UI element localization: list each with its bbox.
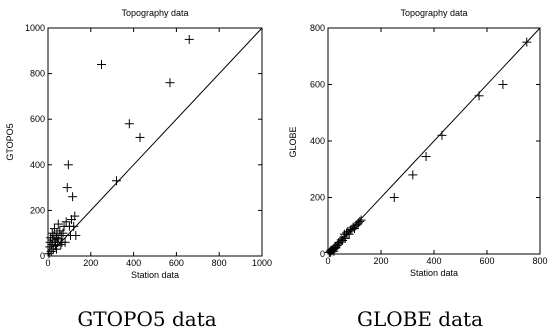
y-tick-label: 600 [30, 114, 45, 124]
data-point [71, 230, 81, 240]
y-tick-label: 1000 [25, 23, 45, 33]
data-point [522, 37, 532, 47]
x-tick-label: 600 [169, 258, 184, 268]
y-tick-label: 0 [40, 251, 45, 261]
data-point [44, 249, 54, 259]
chart-title: Topography data [400, 8, 467, 18]
data-point [69, 221, 79, 231]
data-point [124, 119, 134, 129]
data-point [437, 130, 447, 140]
x-tick-label: 800 [532, 256, 547, 266]
data-point [56, 240, 66, 250]
data-point [355, 217, 365, 227]
data-point [97, 59, 106, 69]
data-point [135, 132, 145, 142]
x-tick-label: 800 [212, 258, 227, 268]
data-point [165, 78, 175, 88]
x-tick-label: 400 [126, 258, 141, 268]
reference-line [327, 27, 541, 255]
caption-globe: GLOBE data [357, 307, 483, 331]
axis-ticks: 0 200 400 600 800 1000 0 200 400 600 800 1000 [25, 23, 272, 268]
plot-frame [47, 27, 263, 257]
data-point [56, 230, 66, 240]
x-tick-label: 200 [373, 256, 388, 266]
x-tick-label: 0 [45, 258, 50, 268]
data-point [498, 80, 508, 89]
data-point [62, 183, 72, 193]
data-point [408, 170, 418, 180]
data-point [184, 34, 194, 44]
data-point [46, 246, 56, 256]
data-points [44, 34, 194, 259]
data-point [421, 152, 431, 162]
y-tick-label: 400 [30, 160, 45, 170]
data-points [324, 37, 532, 258]
data-point [70, 211, 80, 221]
chart-globe: Topography data 0 200 400 600 800 0 200 400 600 8… [288, 8, 548, 278]
data-point [331, 243, 341, 253]
x-tick-label: 200 [83, 258, 98, 268]
data-point [111, 176, 121, 186]
x-axis-label: Station data [131, 270, 179, 280]
data-point [344, 229, 354, 239]
caption-gtopo5: GTOPO5 data [77, 307, 216, 331]
x-tick-label: 400 [426, 256, 441, 266]
data-point [49, 224, 59, 234]
data-point [474, 91, 484, 101]
data-point [53, 219, 63, 229]
x-tick-label: 0 [325, 256, 330, 266]
x-tick-label: 1000 [252, 258, 272, 268]
data-point [389, 193, 399, 202]
x-axis-label: Station data [410, 268, 458, 278]
data-point [356, 215, 366, 225]
chart-gtopo5: Topography data 0 200 400 600 800 1000 0 200 400… [5, 8, 272, 280]
y-axis-label: GLOBE [288, 126, 298, 157]
chart-title: Topography data [121, 8, 188, 18]
reference-line [47, 27, 263, 257]
y-axis-label: GTOPO5 [5, 123, 15, 160]
axis-ticks: 0 200 400 600 800 0 200 400 600 800 [310, 23, 548, 266]
y-tick-label: 800 [30, 69, 45, 79]
y-tick-label: 600 [310, 80, 325, 90]
x-tick-label: 600 [479, 256, 494, 266]
y-tick-label: 0 [320, 249, 325, 259]
data-point [340, 233, 350, 243]
data-point [52, 244, 62, 254]
y-tick-label: 800 [310, 23, 325, 33]
data-point [58, 228, 68, 238]
y-tick-label: 400 [310, 136, 325, 146]
data-point [68, 192, 78, 202]
data-point [61, 217, 71, 227]
y-tick-label: 200 [310, 193, 325, 203]
data-point [63, 160, 73, 170]
y-tick-label: 200 [30, 205, 45, 215]
data-point [60, 237, 70, 247]
